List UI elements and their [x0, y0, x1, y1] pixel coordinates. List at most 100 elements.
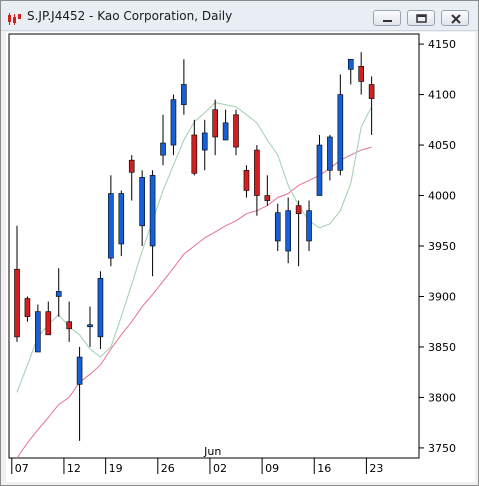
candle [327, 134, 333, 181]
candle [14, 225, 20, 342]
candle-body-up [347, 58, 354, 70]
y-tick-label: 3800 [428, 391, 456, 404]
candle [97, 271, 104, 349]
candle [233, 109, 239, 156]
close-icon [451, 14, 461, 24]
candle [316, 134, 323, 196]
minimize-button[interactable] [373, 10, 401, 26]
candle-body-up [327, 136, 333, 171]
candle [55, 268, 62, 317]
restore-icon [416, 14, 427, 23]
candle-body-up [97, 278, 104, 338]
candle [306, 200, 312, 252]
candle-body-down [45, 311, 52, 336]
y-tick-label: 3750 [428, 442, 456, 455]
x-tick-label: 09 [265, 462, 279, 475]
y-tick-label: 4100 [428, 89, 456, 102]
candle [87, 306, 93, 347]
candle-body-down [24, 298, 31, 317]
candle [24, 296, 31, 322]
candle [274, 203, 281, 252]
candle-body-down [14, 268, 20, 338]
candle [128, 155, 135, 201]
x-tick-label: 19 [109, 462, 123, 475]
restore-button[interactable] [407, 10, 435, 26]
title-bar[interactable]: S.JP.J4452 - Kao Corporation, Daily [1, 1, 478, 31]
candle-body-down [264, 195, 271, 201]
candle-body-up [201, 132, 208, 151]
candle [35, 304, 41, 353]
candle [149, 170, 156, 277]
candle [222, 109, 229, 141]
candle [66, 301, 72, 342]
x-tick-label: 23 [369, 462, 383, 475]
candle [295, 200, 302, 267]
candle [118, 190, 125, 257]
candle [191, 119, 198, 176]
candle [212, 99, 218, 156]
candle-body-down [358, 66, 364, 82]
candlestick-chart[interactable]: 4150 4100 4050 4000 3950 3900 3850 3800 3750 07 12… [6, 32, 475, 482]
candle [139, 170, 145, 246]
candle-body-up [76, 356, 83, 385]
candle [368, 76, 375, 135]
y-tick-label: 4150 [428, 38, 456, 51]
x-tick-label: 26 [161, 462, 175, 475]
candle [160, 114, 166, 166]
candle-body-down [66, 321, 72, 330]
candle-body-up [55, 291, 62, 297]
plot-frame [8, 33, 420, 459]
candle [76, 346, 83, 441]
candle-body-up [285, 210, 291, 252]
candle [358, 52, 364, 95]
close-button[interactable] [441, 10, 469, 26]
candle-body-up [35, 311, 41, 353]
candle [201, 119, 208, 171]
candle [45, 301, 52, 336]
minimize-icon [383, 20, 392, 22]
candle-body-up [306, 210, 312, 242]
chart-area: 4150 4100 4050 4000 3950 3900 3850 3800 3750 07 12… [6, 32, 475, 482]
candle [243, 165, 250, 198]
candle-body-down [368, 84, 375, 99]
candle-body-up [139, 177, 145, 227]
y-tick-label: 3850 [428, 341, 456, 354]
candle [347, 58, 354, 85]
y-tick-label: 3950 [428, 240, 456, 253]
candle-body-down [191, 134, 198, 174]
candle-body-down [233, 114, 239, 148]
month-label: Jun [203, 445, 221, 458]
x-tick-label: 12 [67, 462, 81, 475]
candle-body-down [254, 149, 260, 196]
candle-body-up [274, 212, 281, 242]
y-tick-label: 4050 [428, 139, 456, 152]
x-tick-label: 16 [317, 462, 331, 475]
candle-body-down [295, 205, 302, 214]
candle [181, 59, 187, 115]
candle [337, 74, 344, 176]
candle-body-up [87, 324, 93, 328]
candle-body-up [160, 142, 166, 156]
candle [254, 145, 260, 216]
candlestick-app-icon [7, 10, 21, 25]
moving-average-slow-line [16, 146, 372, 459]
candle-body-up [118, 193, 125, 245]
candle [108, 175, 114, 267]
candle [170, 94, 177, 156]
candle-body-up [149, 175, 156, 247]
x-tick-label: 02 [213, 462, 227, 475]
candle-body-up [222, 122, 229, 141]
window-title: S.JP.J4452 - Kao Corporation, Daily [27, 9, 233, 23]
candle-body-up [181, 84, 187, 105]
y-tick-label: 4000 [428, 190, 456, 203]
candle-body-up [337, 94, 344, 171]
candle-body-down [128, 159, 135, 173]
candle-body-up [170, 99, 177, 146]
candle [264, 175, 271, 206]
x-tick-label: 07 [15, 462, 29, 475]
candle-body-down [212, 109, 218, 138]
candle-body-up [108, 193, 114, 259]
candle-body-down [243, 169, 250, 191]
candle [285, 197, 291, 264]
